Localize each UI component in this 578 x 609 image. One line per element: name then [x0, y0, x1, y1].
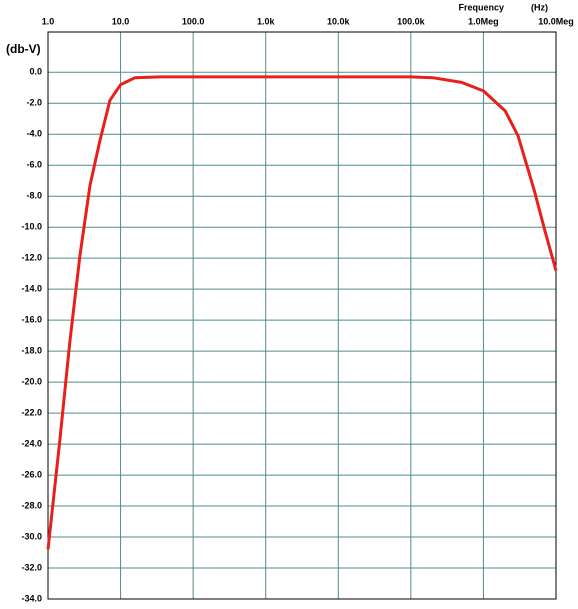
y-tick-label: -10.0 [21, 222, 42, 232]
y-tick-label: -2.0 [26, 98, 42, 108]
x-tick-label: 10.0k [327, 16, 351, 26]
x-tick-label: 100.0 [182, 16, 205, 26]
x-tick-label: 10.0 [112, 16, 130, 26]
y-tick-label: 0.0 [29, 67, 42, 77]
x-axis-unit: (Hz) [531, 2, 548, 12]
y-tick-label: -22.0 [21, 407, 42, 417]
y-tick-label: -18.0 [21, 346, 42, 356]
y-tick-label: -14.0 [21, 284, 42, 294]
x-tick-label: 10.0Meg [538, 16, 574, 26]
x-tick-label: 1.0k [257, 16, 276, 26]
x-tick-label: 1.0Meg [468, 16, 499, 26]
y-tick-label: -34.0 [21, 593, 42, 603]
y-tick-label: -32.0 [21, 562, 42, 572]
y-tick-label: -28.0 [21, 500, 42, 510]
x-axis-label: Frequency [458, 2, 504, 12]
y-tick-label: -30.0 [21, 531, 42, 541]
y-tick-label: -26.0 [21, 469, 42, 479]
line [46, 75, 558, 550]
y-tick-label: -12.0 [21, 253, 42, 263]
y-tick-label: -4.0 [26, 129, 42, 139]
x-tick-label: 1.0 [42, 16, 55, 26]
x-tick-label: 100.0k [397, 16, 426, 26]
plot-frame [47, 31, 557, 600]
y-tick-label: -16.0 [21, 315, 42, 325]
y-axis-label: (db-V) [6, 42, 41, 56]
y-tick-label: -20.0 [21, 376, 42, 386]
y-tick-label: -8.0 [26, 191, 42, 201]
y-tick-label: -6.0 [26, 160, 42, 170]
y-tick-label: -24.0 [21, 438, 42, 448]
